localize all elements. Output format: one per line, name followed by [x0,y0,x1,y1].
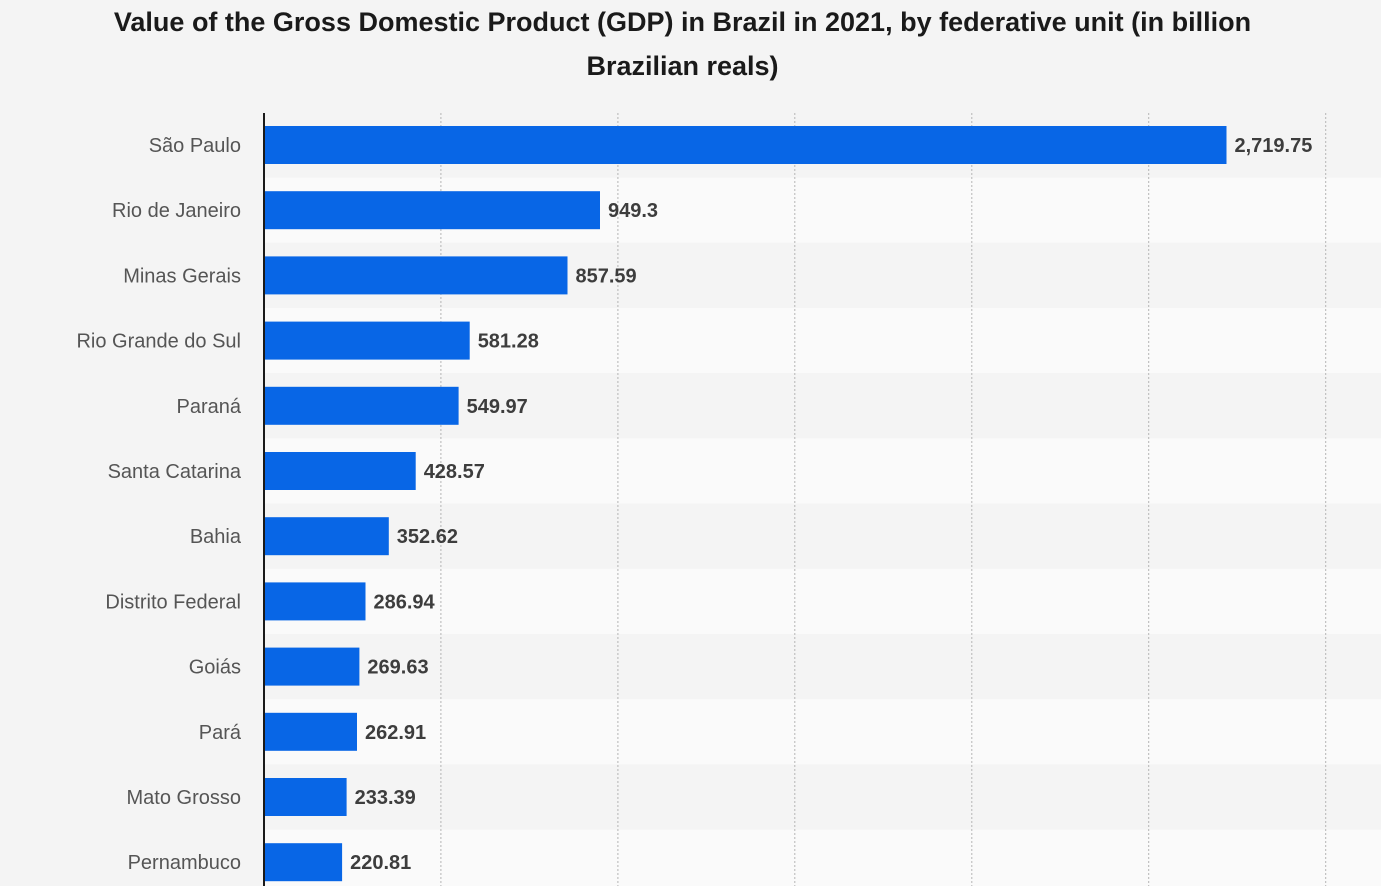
bar [264,517,389,556]
value-label: 428.57 [424,461,485,483]
row-band [264,438,1381,504]
bar [264,386,459,425]
category-label: Rio Grande do Sul [76,331,241,353]
category-label: Minas Gerais [123,265,241,287]
value-label: 857.59 [576,265,637,287]
row-band [264,829,1381,886]
bar [264,582,366,621]
bar [264,452,416,490]
category-label: São Paulo [149,135,241,157]
value-label: 549.97 [467,396,528,418]
bar [264,843,343,882]
value-label: 2,719.75 [1235,135,1313,157]
value-label: 581.28 [478,331,539,353]
category-label: Pernambuco [128,852,241,874]
value-label: 233.39 [355,787,416,809]
bar [264,321,470,360]
chart-title: Value of the Gross Domestic Product (GDP… [113,7,1252,81]
row-band [264,503,1381,569]
value-label: 262.91 [365,722,426,744]
bar [264,191,600,230]
row-band [264,568,1381,634]
bar [264,712,357,751]
bar [264,256,568,295]
category-label: Goiás [189,657,241,679]
category-label: Mato Grosso [127,787,241,809]
bar [264,126,1227,164]
category-label: Paraná [177,396,242,418]
value-label: 286.94 [374,591,436,613]
value-label: 352.62 [397,526,458,548]
category-label: Bahia [190,526,242,548]
category-label: Rio de Janeiro [112,200,241,222]
row-band [264,634,1381,700]
category-label: Santa Catarina [108,461,242,483]
bar [264,778,347,816]
bar [264,647,360,686]
row-band [264,699,1381,765]
category-label: Pará [199,722,242,744]
category-label: Distrito Federal [105,591,241,613]
value-label: 220.81 [350,852,411,874]
row-band [264,764,1381,830]
value-label: 949.3 [608,200,658,222]
value-label: 269.63 [367,657,428,679]
